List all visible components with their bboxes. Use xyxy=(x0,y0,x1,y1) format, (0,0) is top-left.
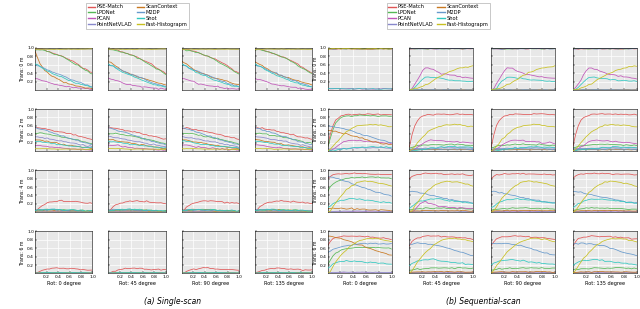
Text: (b) Sequential-scan: (b) Sequential-scan xyxy=(446,297,520,306)
Legend: PSE-Match, LPDNet, PCAN, PointNetVLAD, ScanContext, M2DP, Shot, Fast-Histograpm: PSE-Match, LPDNet, PCAN, PointNetVLAD, S… xyxy=(387,2,490,29)
Y-axis label: Trans: 2 m: Trans: 2 m xyxy=(312,118,317,142)
Y-axis label: Trans: 6 m: Trans: 6 m xyxy=(312,240,317,265)
Legend: PSE-Match, LPDNet, PCAN, PointNetVLAD, ScanContext, M2DP, Shot, Fast-Histograpm: PSE-Match, LPDNet, PCAN, PointNetVLAD, S… xyxy=(86,2,189,29)
Y-axis label: Trans: 4 m: Trans: 4 m xyxy=(312,179,317,204)
X-axis label: Rot: 0 degree: Rot: 0 degree xyxy=(47,281,81,286)
X-axis label: Rot: 45 degree: Rot: 45 degree xyxy=(423,281,460,286)
Y-axis label: Trans: 6 m: Trans: 6 m xyxy=(20,240,25,265)
X-axis label: Rot: 0 degree: Rot: 0 degree xyxy=(342,281,376,286)
X-axis label: Rot: 135 degree: Rot: 135 degree xyxy=(264,281,304,286)
X-axis label: Rot: 90 degree: Rot: 90 degree xyxy=(504,281,541,286)
Text: (a) Single-scan: (a) Single-scan xyxy=(144,297,202,306)
X-axis label: Rot: 135 degree: Rot: 135 degree xyxy=(585,281,625,286)
Y-axis label: Trans: 4 m: Trans: 4 m xyxy=(20,179,25,204)
X-axis label: Rot: 90 degree: Rot: 90 degree xyxy=(192,281,229,286)
X-axis label: Rot: 45 degree: Rot: 45 degree xyxy=(118,281,156,286)
Y-axis label: Trans: 0 m: Trans: 0 m xyxy=(312,57,317,81)
Y-axis label: Trans: 2 m: Trans: 2 m xyxy=(20,118,25,142)
Y-axis label: Trans: 0 m: Trans: 0 m xyxy=(20,57,25,81)
